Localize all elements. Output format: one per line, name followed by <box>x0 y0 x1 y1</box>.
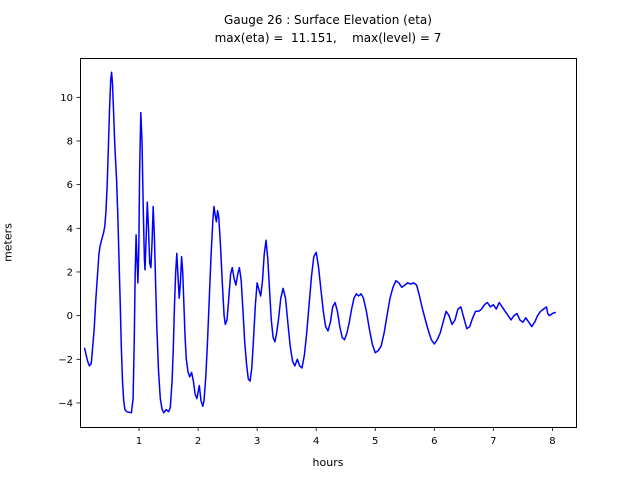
x-tick-label: 8 <box>549 436 555 447</box>
x-tick-label: 6 <box>431 436 437 447</box>
x-axis-label: hours <box>312 456 344 469</box>
y-tick-label: 6 <box>67 180 73 191</box>
y-tick-label: 0 <box>67 311 73 322</box>
x-tick-label: 5 <box>372 436 378 447</box>
eta-line <box>83 71 557 414</box>
y-tick-label: −2 <box>58 355 73 366</box>
y-tick-label: 8 <box>67 136 73 147</box>
x-tick-label: 2 <box>195 436 201 447</box>
chart-title: Gauge 26 : Surface Elevation (eta) <box>224 13 432 27</box>
x-tick-label: 3 <box>254 436 260 447</box>
chart-subtitle: max(eta) = 11.151, max(level) = 7 <box>214 31 442 45</box>
x-tick-label: 4 <box>313 436 319 447</box>
x-tick-label: 1 <box>136 436 142 447</box>
y-tick-label: 4 <box>67 224 73 235</box>
y-tick-label: −4 <box>58 398 73 409</box>
y-tick-label: 10 <box>60 93 73 104</box>
plot-border <box>80 58 577 428</box>
x-tick-label: 7 <box>490 436 496 447</box>
y-tick-label: 2 <box>67 267 73 278</box>
